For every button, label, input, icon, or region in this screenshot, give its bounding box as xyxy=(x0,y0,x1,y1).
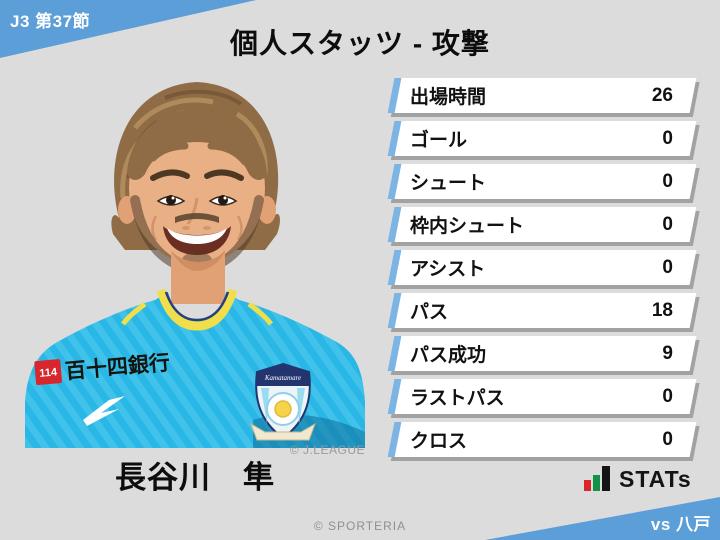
stat-label: パス xyxy=(410,302,449,323)
crest-script-text: Kamatamare xyxy=(264,374,301,382)
page-title: 個人スタッツ - 攻撃 xyxy=(230,28,490,59)
stat-row-passes: パス 18 xyxy=(387,293,697,328)
player-neck xyxy=(171,250,225,304)
stat-row-key-passes: ラストパス 0 xyxy=(387,379,697,414)
stat-value: 0 xyxy=(662,127,673,149)
stat-label: ラストパス xyxy=(410,388,505,409)
stat-value: 0 xyxy=(662,385,673,407)
club-crest: Kamatamare xyxy=(250,362,316,441)
stat-row-passes-completed: パス成功 9 xyxy=(387,336,697,371)
stat-label: ゴール xyxy=(410,130,468,151)
player-name: 長谷川 隼 xyxy=(115,460,275,495)
stat-value: 9 xyxy=(662,342,673,364)
stat-value: 18 xyxy=(651,299,673,321)
stat-label: シュート xyxy=(410,173,487,194)
stat-row-shots: シュート 0 xyxy=(387,164,697,199)
stats-brand: STATs xyxy=(584,466,692,491)
player-face xyxy=(127,108,267,276)
photo-credit: © J.LEAGUE xyxy=(289,443,365,457)
stats-list: 出場時間 26 ゴール 0 シュート 0 枠内シュート 0 アシスト xyxy=(387,78,697,465)
stat-row-assists: アシスト 0 xyxy=(387,250,697,285)
stat-row-shots-on-target: 枠内シュート 0 xyxy=(387,207,697,242)
sporteria-credit: © SPORTERIA xyxy=(313,519,407,533)
stat-value: 0 xyxy=(662,213,673,235)
stat-label: アシスト xyxy=(410,259,486,280)
stat-label: 出場時間 xyxy=(410,87,487,108)
stat-value: 0 xyxy=(662,428,673,450)
stat-label: 枠内シュート xyxy=(410,216,525,237)
sponsor-logo-text: 114 xyxy=(39,366,59,380)
player-photo: 114 百十四銀行 Kamatamare xyxy=(25,58,365,448)
stat-row-goals: ゴール 0 xyxy=(387,121,697,156)
stat-row-crosses: クロス 0 xyxy=(387,422,697,457)
stat-label: パス成功 xyxy=(410,345,487,366)
stat-row-minutes: 出場時間 26 xyxy=(387,78,697,113)
bar-chart-icon xyxy=(584,466,612,491)
stats-brand-label: STATs xyxy=(619,466,692,492)
stat-value: 26 xyxy=(651,84,673,106)
apparel-logo-icon xyxy=(83,396,125,426)
opponent-label: vs 八戸 xyxy=(650,515,711,534)
player-illustration: 114 百十四銀行 Kamatamare xyxy=(25,82,365,448)
matchday-label: J3 第37節 xyxy=(10,12,91,31)
stat-value: 0 xyxy=(662,170,673,192)
stat-value: 0 xyxy=(662,256,673,278)
stat-label: クロス xyxy=(410,431,468,452)
